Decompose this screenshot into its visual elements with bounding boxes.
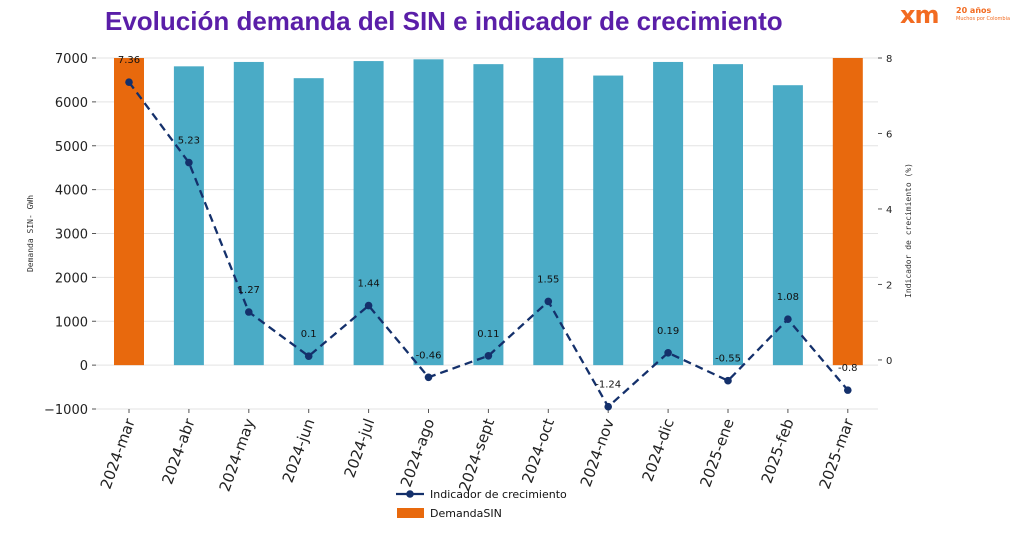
y2-tick-label: 8	[886, 54, 892, 65]
growth-data-label: -0.8	[838, 363, 858, 374]
growth-point-2024-jun	[304, 352, 313, 360]
y-tick-label: 4000	[55, 184, 88, 199]
growth-point-2025-feb	[784, 315, 792, 323]
growth-point-2024-abr	[185, 158, 193, 167]
growth-point-2024-mar	[125, 78, 133, 86]
y-tick-label: 1000	[55, 315, 88, 330]
growth-data-label: 1.44	[357, 279, 379, 290]
bar-2024-nov	[593, 75, 624, 366]
x-tick-label: 2024-may	[216, 416, 259, 494]
bar-2024-dic	[653, 61, 684, 366]
y-tick-label: 2000	[55, 271, 88, 286]
growth-data-label: 5.23	[178, 136, 200, 147]
x-tick-label: 2024-sept	[455, 416, 498, 494]
growth-point-2024-sept	[484, 351, 493, 360]
x-tick-label: 2024-abr	[158, 415, 199, 486]
growth-point-2024-may	[245, 308, 253, 316]
bar-2024-jun	[293, 78, 324, 366]
legend-bar-swatch	[397, 508, 424, 518]
growth-data-label: -0.55	[715, 354, 741, 365]
bars-layer	[114, 58, 863, 366]
x-tick-label: 2024-jun	[279, 416, 319, 485]
bar-2025-mar	[832, 58, 863, 366]
growth-data-label: 0.19	[657, 326, 679, 337]
growth-data-label: 1.08	[777, 292, 799, 303]
x-tick-label: 2025-mar	[815, 415, 857, 491]
x-tick-label: 2024-jul	[340, 416, 378, 480]
chart-title: Evolución demanda del SIN e indicador de…	[105, 6, 783, 36]
growth-point-2024-dic	[664, 348, 672, 357]
growth-data-label: 0.11	[477, 329, 499, 340]
y-tick-label: 0	[80, 359, 88, 374]
logo-tagline: Muchos por Colombia	[956, 16, 1011, 22]
y-tick-label: 6000	[55, 96, 88, 111]
growth-data-label: -0.46	[416, 350, 442, 361]
y2-tick-label: 6	[886, 129, 892, 140]
x-tick-label: 2024-oct	[518, 416, 558, 485]
growth-point-2025-ene	[724, 376, 732, 385]
x-tick-label: 2024-mar	[97, 415, 139, 491]
growth-point-2024-oct	[544, 297, 553, 306]
y2-tick-label: 4	[886, 205, 892, 216]
logo-mark: xm	[900, 1, 939, 29]
legend: Indicador de crecimiento DemandaSIN	[396, 488, 567, 520]
legend-label-growth: Indicador de crecimiento	[430, 488, 567, 501]
legend-line-marker	[406, 490, 414, 498]
x-tick-label: 2024-dic	[639, 416, 678, 484]
growth-point-2024-ago	[424, 373, 433, 382]
y2-axis-label: Indicador de crecimiento (%)	[904, 163, 913, 298]
x-tick-label: 2024-nov	[577, 416, 618, 489]
growth-data-label: 0.1	[301, 329, 317, 340]
bar-2024-oct	[533, 58, 564, 366]
bar-2024-sept	[473, 64, 504, 366]
legend-label-demand: DemandaSIN	[430, 507, 502, 520]
y-tick-label: −1000	[44, 403, 88, 418]
y2-tick-label: 0	[886, 356, 892, 367]
y-tick-label: 3000	[55, 228, 88, 243]
y-tick-label: 7000	[55, 52, 88, 67]
bar-2024-ago	[413, 59, 444, 366]
x-tick-label: 2025-ene	[696, 416, 737, 489]
bar-2024-mar	[114, 58, 144, 366]
bar-2025-feb	[772, 85, 803, 366]
bar-2024-abr	[173, 66, 204, 366]
x-tick-label: 2024-ago	[397, 416, 438, 489]
bar-2024-jul	[353, 61, 384, 366]
growth-data-label: -1.24	[595, 380, 621, 391]
growth-point-2024-nov	[604, 402, 612, 411]
growth-point-2025-mar	[844, 386, 852, 394]
y-tick-label: 5000	[55, 140, 88, 155]
labels-layer: 7.36 5.23 1.27 0.1 1.44 -0.46 0.11 1.55 -1.24 0.1…	[118, 55, 858, 391]
y2-tick-label: 2	[886, 280, 892, 291]
x-tick-label: 2025-feb	[758, 416, 798, 486]
xm-logo: xm 20 años Muchos por Colombia	[900, 3, 1015, 29]
growth-data-label: 1.55	[537, 274, 559, 285]
logo-anniversary-text: 20 años	[956, 6, 992, 15]
y-axis-label: Demanda SIN- GWh	[26, 195, 35, 272]
growth-point-2024-jul	[364, 301, 373, 310]
growth-data-label: 7.36	[118, 55, 140, 66]
line-layer	[125, 78, 852, 411]
growth-data-label: 1.27	[238, 285, 260, 296]
bar-2025-ene	[713, 64, 743, 366]
